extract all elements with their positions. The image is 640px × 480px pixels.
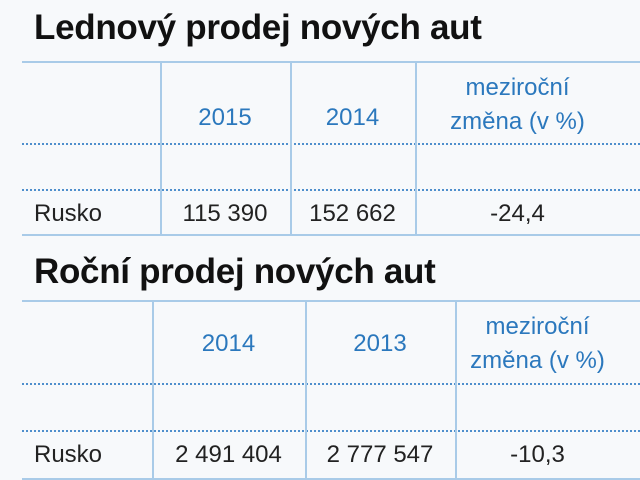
- cell-value: 152 662: [309, 200, 396, 227]
- change-header: meziroční: [465, 74, 570, 101]
- cell-value: 115 390: [182, 200, 268, 227]
- row-label: Rusko: [34, 441, 103, 468]
- column-line: [290, 61, 292, 234]
- table-top-line: [22, 61, 640, 63]
- cell-value: -10,3: [510, 441, 565, 468]
- change-header: meziroční: [485, 313, 590, 340]
- column-header: 2014: [201, 330, 256, 357]
- table-bottom-line: [22, 234, 640, 236]
- table-title: Roční prodej nových aut: [34, 252, 436, 291]
- column-line: [160, 61, 162, 234]
- table-bottom-line: [22, 478, 640, 480]
- column-line: [415, 61, 417, 234]
- column-header: 2015: [198, 104, 252, 131]
- cell-value: -24,4: [490, 200, 545, 227]
- change-header: změna (v %): [470, 347, 605, 374]
- row-separator: [22, 430, 640, 432]
- table-title: Lednový prodej nových aut: [34, 8, 482, 47]
- row-label: Rusko: [34, 200, 103, 227]
- change-header: změna (v %): [450, 108, 585, 135]
- table-top-line: [22, 300, 640, 302]
- column-line: [152, 300, 154, 478]
- column-line: [305, 300, 307, 478]
- row-separator: [22, 383, 640, 385]
- row-separator: [22, 189, 640, 191]
- cell-value: 2 777 547: [326, 441, 434, 468]
- cell-value: 2 491 404: [175, 441, 282, 468]
- column-header: 2014: [325, 104, 380, 131]
- column-line: [455, 300, 457, 478]
- row-separator: [22, 143, 640, 145]
- column-header: 2013: [353, 330, 407, 357]
